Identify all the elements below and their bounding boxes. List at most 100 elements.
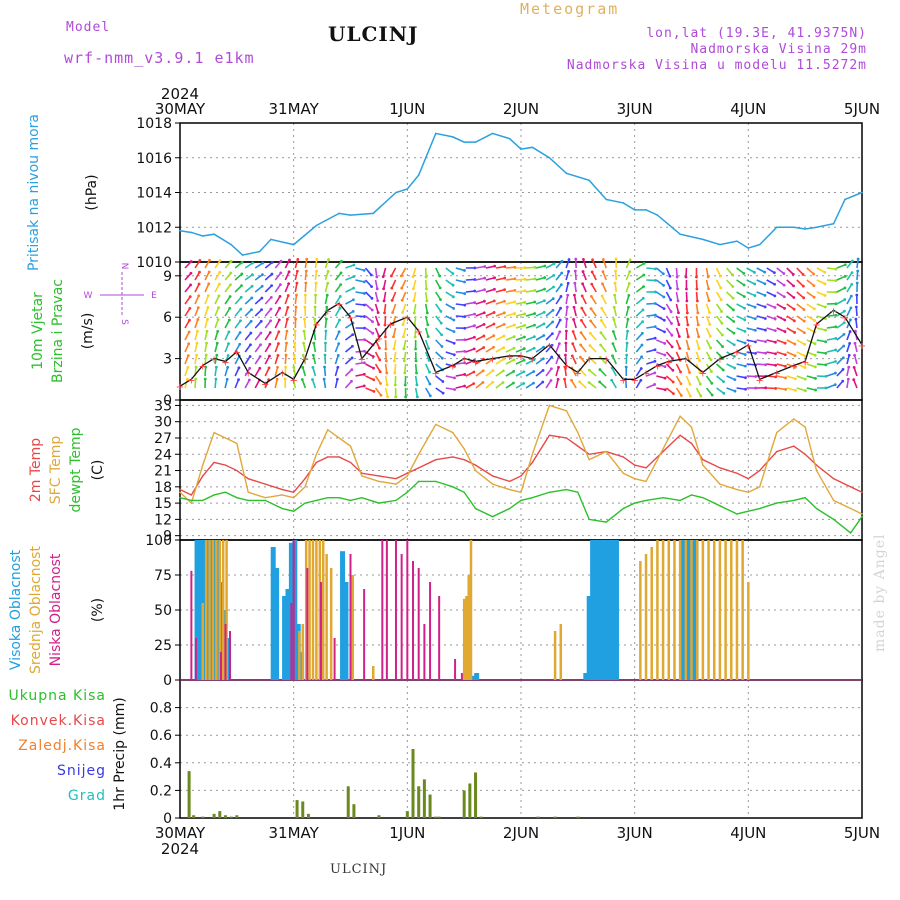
wind-direction-arrow xyxy=(776,351,786,356)
wind-arrow-head xyxy=(598,380,602,384)
wind-arrow-head xyxy=(589,319,593,323)
wind-arrow-head xyxy=(625,353,629,357)
wind-arrow-head xyxy=(452,341,456,345)
wind-arrow-head xyxy=(848,342,852,345)
wind-direction-arrow xyxy=(334,331,340,341)
temp-point xyxy=(690,442,693,445)
wind-direction-arrow xyxy=(646,325,656,329)
wind-arrow-head xyxy=(502,357,505,361)
wind-direction-arrow xyxy=(806,291,815,298)
wind-arrow-head xyxy=(473,301,477,304)
wind-gust-marker: + xyxy=(733,348,741,359)
pressure-point xyxy=(230,243,232,246)
cloud-bar-mid xyxy=(218,540,222,680)
wind-arrow-head xyxy=(640,331,644,335)
wind-arrow-head xyxy=(386,395,390,399)
temp-point xyxy=(577,445,579,447)
wind-arrow-head xyxy=(369,273,373,277)
wind-arrow-head xyxy=(277,342,280,345)
wind-arrow-head xyxy=(549,379,553,382)
wind-gust-marker: + xyxy=(488,355,496,366)
cloud-bar-mid xyxy=(469,540,473,680)
temp-point xyxy=(179,488,181,491)
wind-arrow-head xyxy=(662,295,666,299)
temp-point xyxy=(327,496,329,499)
pressure-point xyxy=(520,148,522,150)
wind-direction-arrow xyxy=(736,375,746,379)
wind-arrow-head xyxy=(551,308,555,312)
wind-arrow-head xyxy=(472,370,476,374)
wind-arrow-head xyxy=(558,318,562,322)
wind-direction-arrow xyxy=(555,260,563,269)
meteogram-label: Meteogram xyxy=(520,0,620,18)
temp-point xyxy=(361,496,363,499)
wind-arrow-head xyxy=(773,294,777,298)
wind-direction-arrow xyxy=(665,315,673,324)
wind-direction-arrow xyxy=(334,367,339,377)
wind-arrow-head xyxy=(483,265,487,268)
wind-arrow-head xyxy=(843,263,847,267)
precip-legend-label: Snijeg xyxy=(57,763,106,779)
bottom-year-label: 2024 xyxy=(161,840,199,858)
precip-legend-label: Grad xyxy=(68,788,106,804)
wind-direction-arrow xyxy=(580,319,587,329)
wind-arrow-head xyxy=(688,394,692,398)
wind-arrow-head xyxy=(226,365,230,369)
wind-arrow-head xyxy=(773,329,777,333)
wind-arrow-head xyxy=(400,298,404,302)
wind-direction-arrow xyxy=(412,279,417,289)
wind-direction-arrow xyxy=(324,330,327,341)
wind-arrow-head xyxy=(663,365,667,368)
wind-direction-arrow xyxy=(613,307,618,317)
wind-direction-arrow xyxy=(184,343,190,353)
wind-arrow-head xyxy=(566,281,570,285)
cloud-bar-high xyxy=(603,540,609,680)
wind-arrow-head xyxy=(774,340,777,344)
temp-point xyxy=(804,453,806,455)
wind-direction-arrow xyxy=(384,351,388,362)
wind-arrow-head xyxy=(250,273,254,277)
wind-arrow-head xyxy=(392,359,396,363)
wind-gust-marker: + xyxy=(585,355,593,366)
wind-direction-arrow xyxy=(424,315,429,325)
wind-direction-arrow xyxy=(705,303,711,313)
wind-arrow-head xyxy=(559,306,562,310)
wind-direction-arrow xyxy=(455,315,465,318)
wind-arrow-head xyxy=(542,334,546,337)
temp-point xyxy=(832,499,835,502)
wind-arrow-head xyxy=(463,280,466,284)
wind-arrow-head xyxy=(362,372,366,376)
wind-arrow-head xyxy=(300,378,304,381)
wind-arrow-head xyxy=(483,299,486,303)
wind-gust-marker: + xyxy=(682,355,690,366)
wind-arrow-head xyxy=(671,357,674,361)
wind-arrow-head xyxy=(653,279,657,282)
temp-point xyxy=(474,464,477,466)
wind-arrow-head xyxy=(523,277,527,281)
wind-direction-arrow xyxy=(635,262,645,269)
wind-arrow-head xyxy=(677,311,680,315)
wind-arrow-head xyxy=(653,383,657,386)
wind-direction-arrow xyxy=(590,308,597,317)
temp-point xyxy=(190,502,193,504)
wind-direction-arrow xyxy=(796,303,805,311)
wind-arrow-head xyxy=(259,331,263,335)
wind-arrow-head xyxy=(381,275,385,279)
wind-direction-arrow xyxy=(234,273,243,281)
wind-gust-marker: + xyxy=(773,368,781,379)
wind-arrow-head xyxy=(270,272,274,276)
wind-direction-arrow xyxy=(600,332,607,341)
precip-legend-label: Ukupna Kisa xyxy=(8,688,106,704)
wind-direction-arrow xyxy=(766,303,776,309)
bottom-time-tick-label: 5JUN xyxy=(844,824,880,842)
temp-point xyxy=(662,450,664,453)
precip-bar xyxy=(405,811,409,818)
wind-direction-arrow xyxy=(613,295,618,305)
wind-direction-arrow xyxy=(656,375,666,379)
wind-arrow-head xyxy=(304,269,308,273)
cloud-bar-low xyxy=(190,570,193,680)
wind-direction-arrow xyxy=(574,282,577,293)
wind-direction-arrow xyxy=(264,261,273,269)
wind-arrow-head xyxy=(552,285,555,289)
wind-direction-arrow xyxy=(625,283,631,293)
